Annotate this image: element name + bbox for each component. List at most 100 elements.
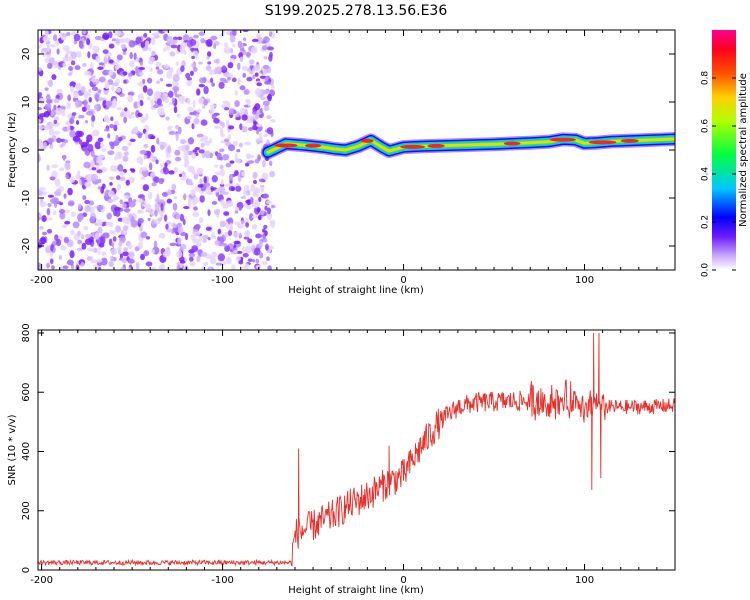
snr-x-label: Height of straight line (km) <box>288 585 424 596</box>
noise-speckle <box>110 142 115 150</box>
noise-speckle <box>268 54 273 62</box>
noise-speckle <box>130 168 136 173</box>
noise-speckle <box>222 65 227 71</box>
noise-speckle <box>204 150 211 159</box>
noise-speckle <box>39 226 44 230</box>
noise-speckle <box>248 127 253 132</box>
noise-speckle <box>175 133 179 141</box>
noise-speckle <box>168 125 173 130</box>
noise-speckle <box>158 178 164 185</box>
noise-speckle <box>80 262 85 267</box>
y-tick-label: 600 <box>21 383 32 402</box>
noise-speckle <box>102 99 107 109</box>
noise-speckle <box>46 164 50 171</box>
noise-speckle <box>242 246 246 253</box>
noise-speckle <box>115 175 121 181</box>
noise-speckle <box>92 129 100 137</box>
noise-speckle <box>96 219 103 227</box>
noise-speckle <box>39 113 47 118</box>
noise-speckle <box>174 88 178 96</box>
noise-speckle <box>135 65 139 74</box>
noise-speckle <box>112 197 117 202</box>
noise-speckle <box>55 94 61 100</box>
noise-speckle <box>252 124 258 131</box>
noise-speckle <box>87 143 94 152</box>
noise-speckle <box>186 97 191 105</box>
noise-speckle <box>266 46 275 51</box>
noise-speckle <box>176 250 183 259</box>
noise-speckle <box>94 93 100 101</box>
noise-speckle <box>74 51 82 58</box>
noise-speckle <box>69 250 75 259</box>
y-tick-label: 400 <box>21 442 32 461</box>
noise-speckle <box>243 236 250 240</box>
noise-speckle <box>255 233 262 239</box>
noise-speckle <box>97 137 104 143</box>
noise-speckle <box>103 116 110 123</box>
noise-speckle <box>225 218 232 223</box>
noise-speckle <box>67 200 75 207</box>
noise-speckle <box>258 240 263 249</box>
snr-panel: -200 -100 0 100 0 200 400 600 800 Height of stra… <box>7 323 676 596</box>
noise-speckle <box>266 256 270 262</box>
x-tick-label: 100 <box>575 275 594 286</box>
noise-speckle <box>119 38 126 44</box>
x-tick-label: -100 <box>211 275 234 286</box>
noise-speckle <box>254 247 261 256</box>
noise-speckle <box>193 173 199 180</box>
noise-speckle <box>253 188 260 196</box>
noise-speckle <box>65 56 73 62</box>
noise-speckle <box>162 166 167 172</box>
noise-speckle <box>267 93 272 102</box>
noise-speckle <box>177 36 183 41</box>
noise-speckle <box>211 174 218 183</box>
noise-speckle <box>47 202 52 208</box>
noise-speckle <box>203 86 209 95</box>
noise-speckle <box>227 230 233 237</box>
noise-speckle <box>84 204 92 213</box>
noise-speckle <box>129 51 133 60</box>
noise-speckle <box>255 265 262 269</box>
noise-speckle <box>110 248 118 255</box>
noise-speckle <box>119 171 126 176</box>
noise-speckle <box>151 32 159 37</box>
noise-speckle <box>237 62 241 71</box>
noise-speckle <box>38 186 46 191</box>
noise-speckle <box>250 46 258 54</box>
noise-speckle <box>160 203 164 211</box>
noise-speckle <box>50 244 54 252</box>
noise-speckle <box>73 33 81 42</box>
noise-speckle <box>200 119 208 126</box>
noise-speckle <box>176 113 181 118</box>
noise-speckle <box>61 224 67 228</box>
noise-speckle <box>101 251 107 256</box>
noise-speckle <box>227 144 235 152</box>
noise-speckle <box>133 52 137 60</box>
noise-speckle <box>128 176 135 184</box>
noise-speckle <box>224 138 230 143</box>
noise-speckle <box>97 266 102 270</box>
noise-speckle <box>229 222 233 230</box>
noise-speckle <box>143 155 148 160</box>
noise-speckle <box>55 39 60 47</box>
noise-speckle <box>244 263 250 270</box>
noise-speckle <box>108 43 115 49</box>
noise-speckle <box>198 149 205 154</box>
noise-speckle <box>109 176 114 180</box>
noise-speckle <box>235 185 242 192</box>
noise-speckle <box>141 205 145 210</box>
noise-speckle <box>193 118 200 125</box>
noise-speckle <box>53 104 57 111</box>
noise-speckle <box>64 220 71 225</box>
noise-speckle <box>251 38 259 43</box>
noise-speckle <box>236 148 241 153</box>
noise-speckle <box>42 141 48 149</box>
noise-speckle <box>114 206 121 212</box>
noise-speckle <box>137 112 143 118</box>
noise-speckle <box>244 162 250 167</box>
noise-speckle <box>188 253 196 258</box>
noise-speckle <box>190 70 194 76</box>
noise-speckle <box>208 68 213 76</box>
noise-speckle <box>163 214 168 222</box>
